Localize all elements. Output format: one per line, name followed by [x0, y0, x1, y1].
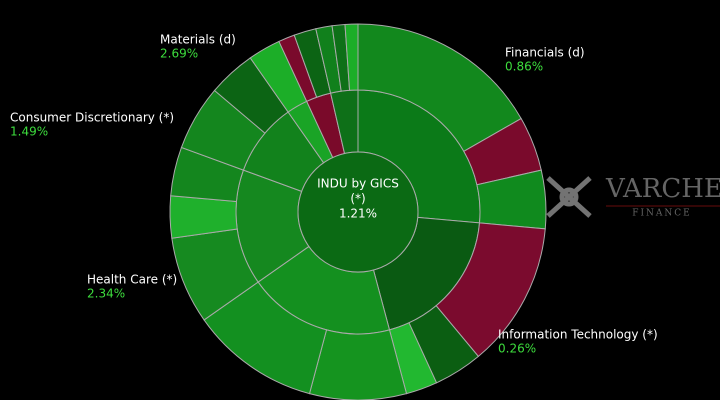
watermark-subtitle: FINANCE	[632, 209, 692, 219]
watermark-title: VARCHEV	[605, 174, 720, 204]
center-value: 1.21%	[339, 207, 377, 221]
sector-change: 2.34%	[87, 287, 125, 301]
sunburst	[169, 23, 547, 400]
sector-change: 2.69%	[160, 47, 198, 61]
sector-label: Materials (d)	[160, 33, 236, 47]
center-title: INDU by GICS	[317, 177, 399, 191]
sector-change: 0.86%	[505, 60, 543, 74]
sector-label: Information Technology (*)	[498, 328, 658, 342]
labels: Financials (d)0.86% Information Technolog…	[10, 33, 658, 356]
watermark: VARCHEV FINANCE	[546, 174, 720, 219]
sector-label: Consumer Discretionary (*)	[10, 111, 174, 125]
sector-label: Health Care (*)	[87, 273, 177, 287]
center-status: (*)	[350, 192, 365, 206]
watermark-icon	[546, 176, 592, 218]
stock-arc	[344, 23, 359, 91]
sector-change: 1.49%	[10, 125, 48, 139]
sector-change: 0.26%	[498, 342, 536, 356]
sector-label: Financials (d)	[505, 46, 585, 60]
center-circle	[297, 151, 419, 273]
